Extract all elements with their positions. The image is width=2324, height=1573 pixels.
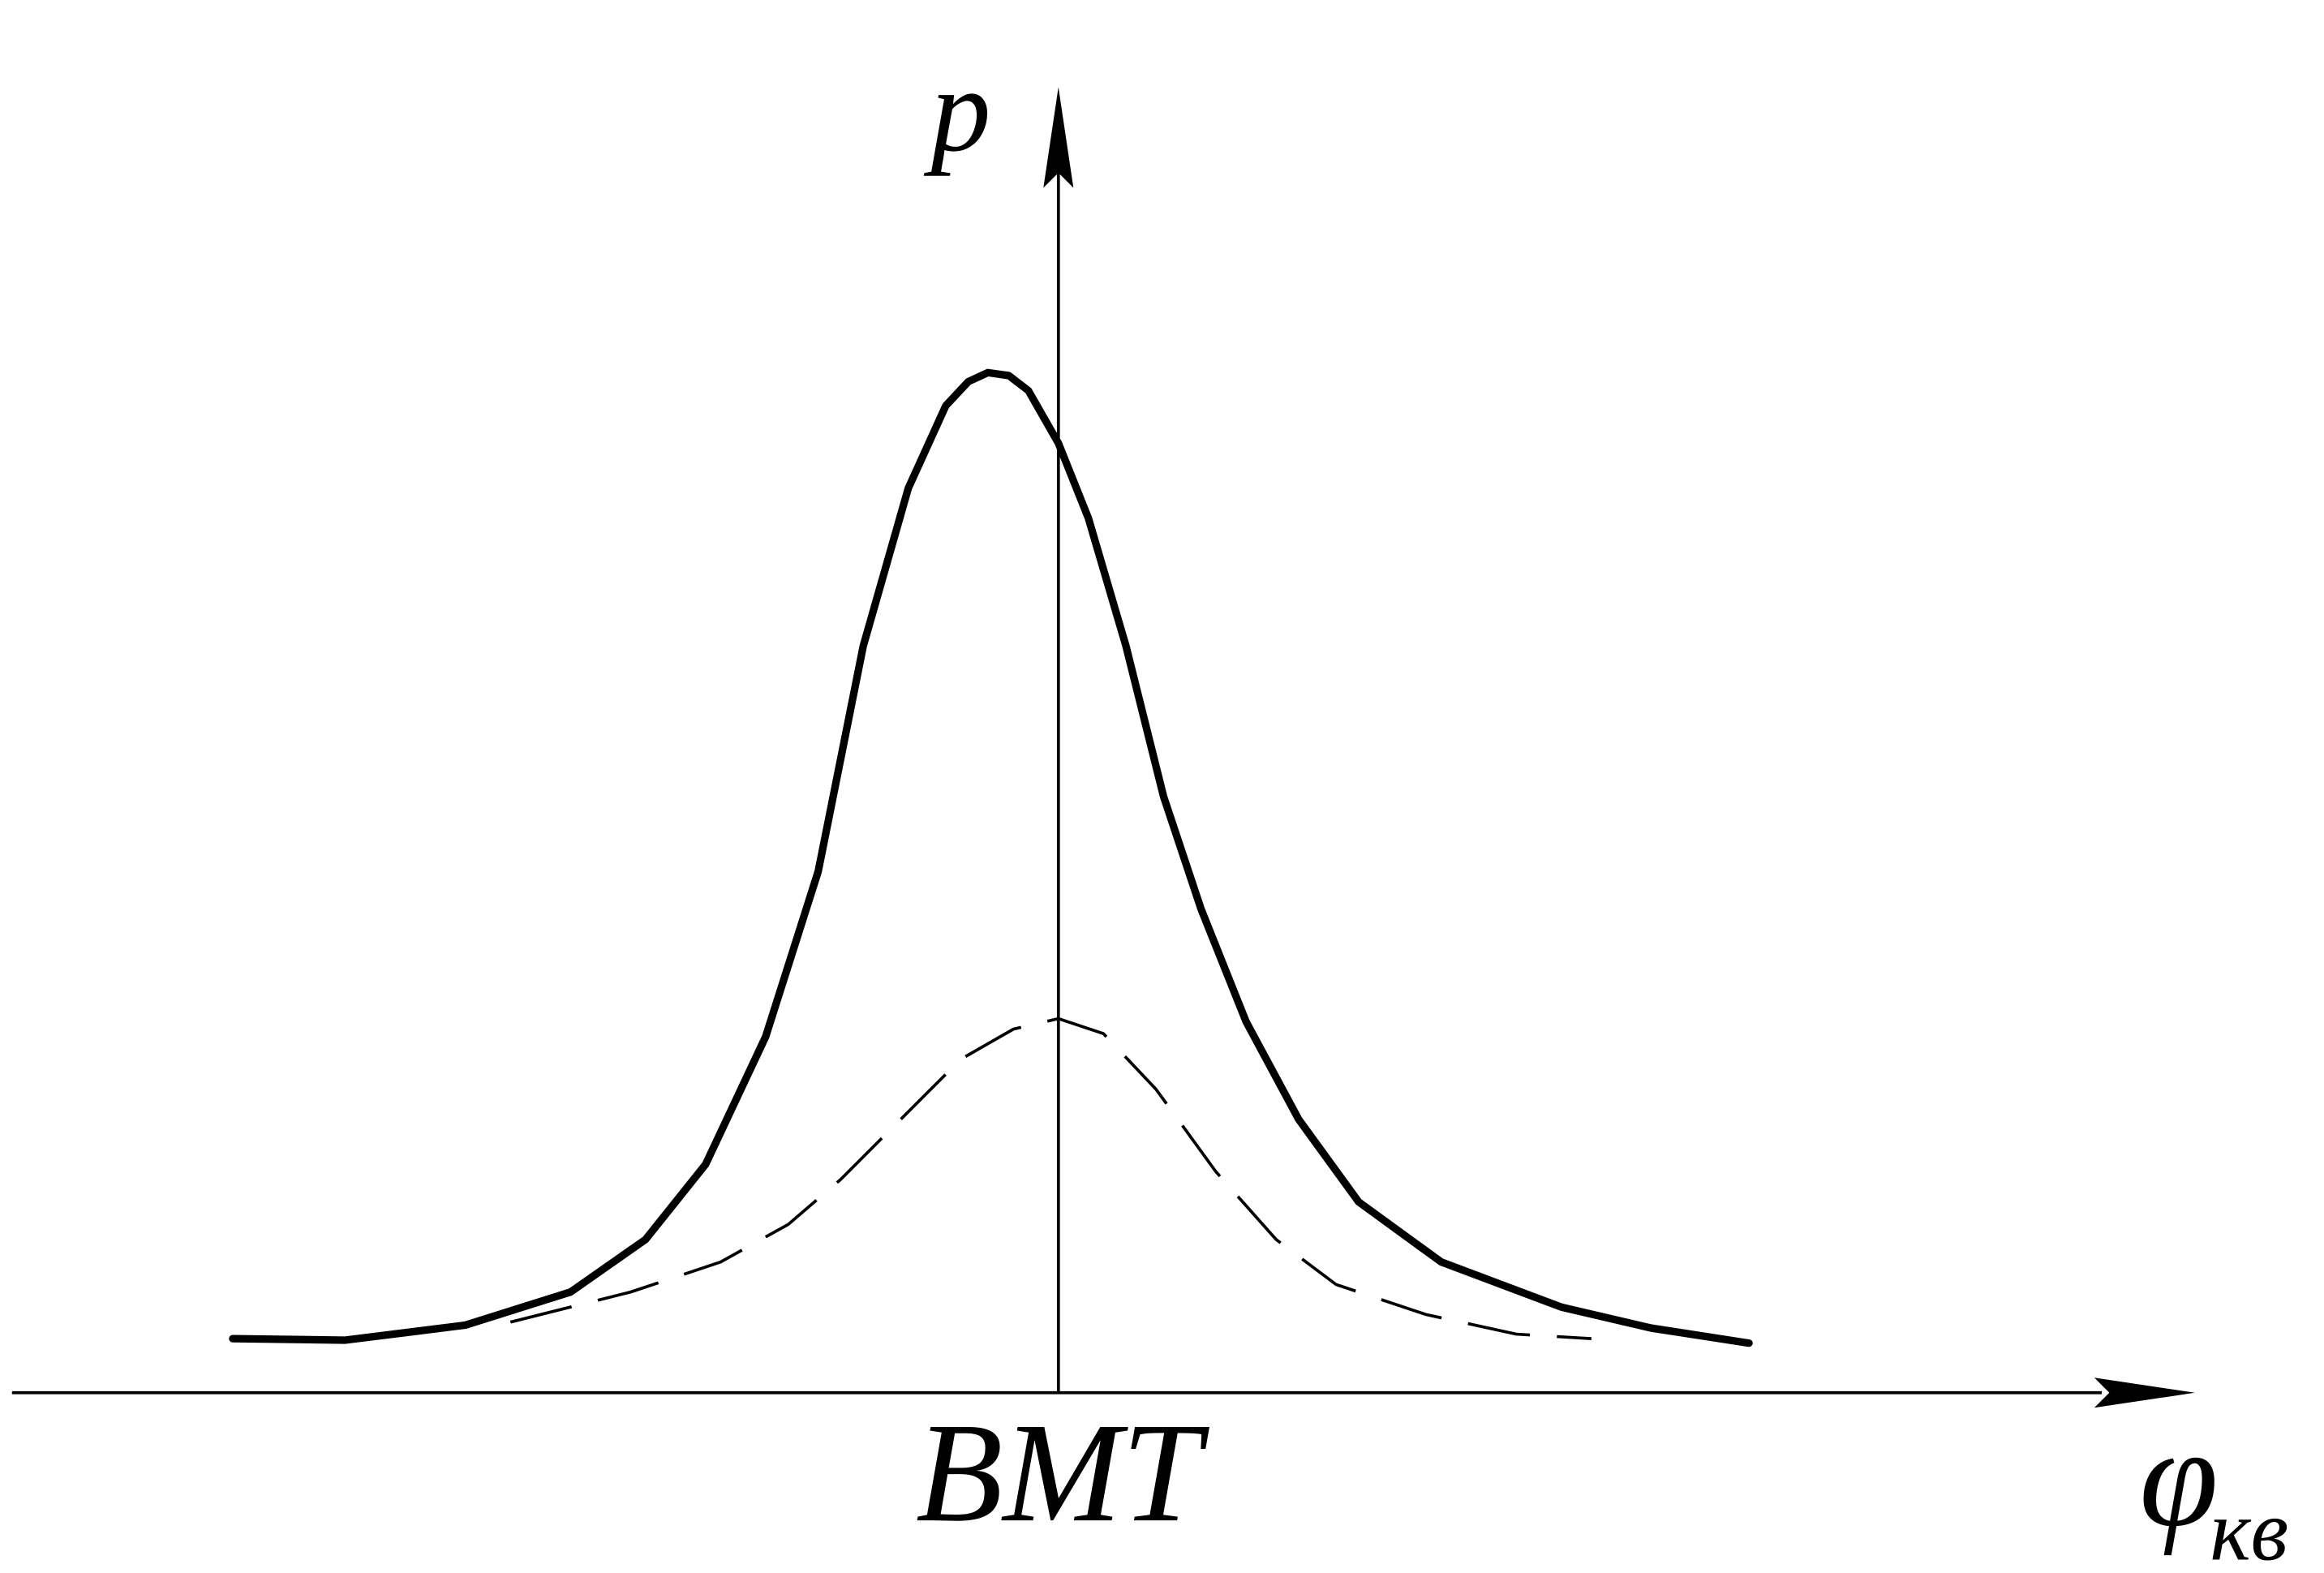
y-axis-arrow [1043, 87, 1074, 188]
y-axis-label: p [923, 44, 990, 177]
origin-label: BMT [916, 1394, 1210, 1552]
pressure-curve-motoring [509, 1016, 1592, 1340]
x-axis-label: φ [2139, 1399, 2218, 1557]
x-axis-label-subscript: кв [2210, 1482, 2288, 1573]
x-axis-arrow [2094, 1377, 2195, 1408]
pressure-curve-combustion [229, 368, 1753, 1347]
